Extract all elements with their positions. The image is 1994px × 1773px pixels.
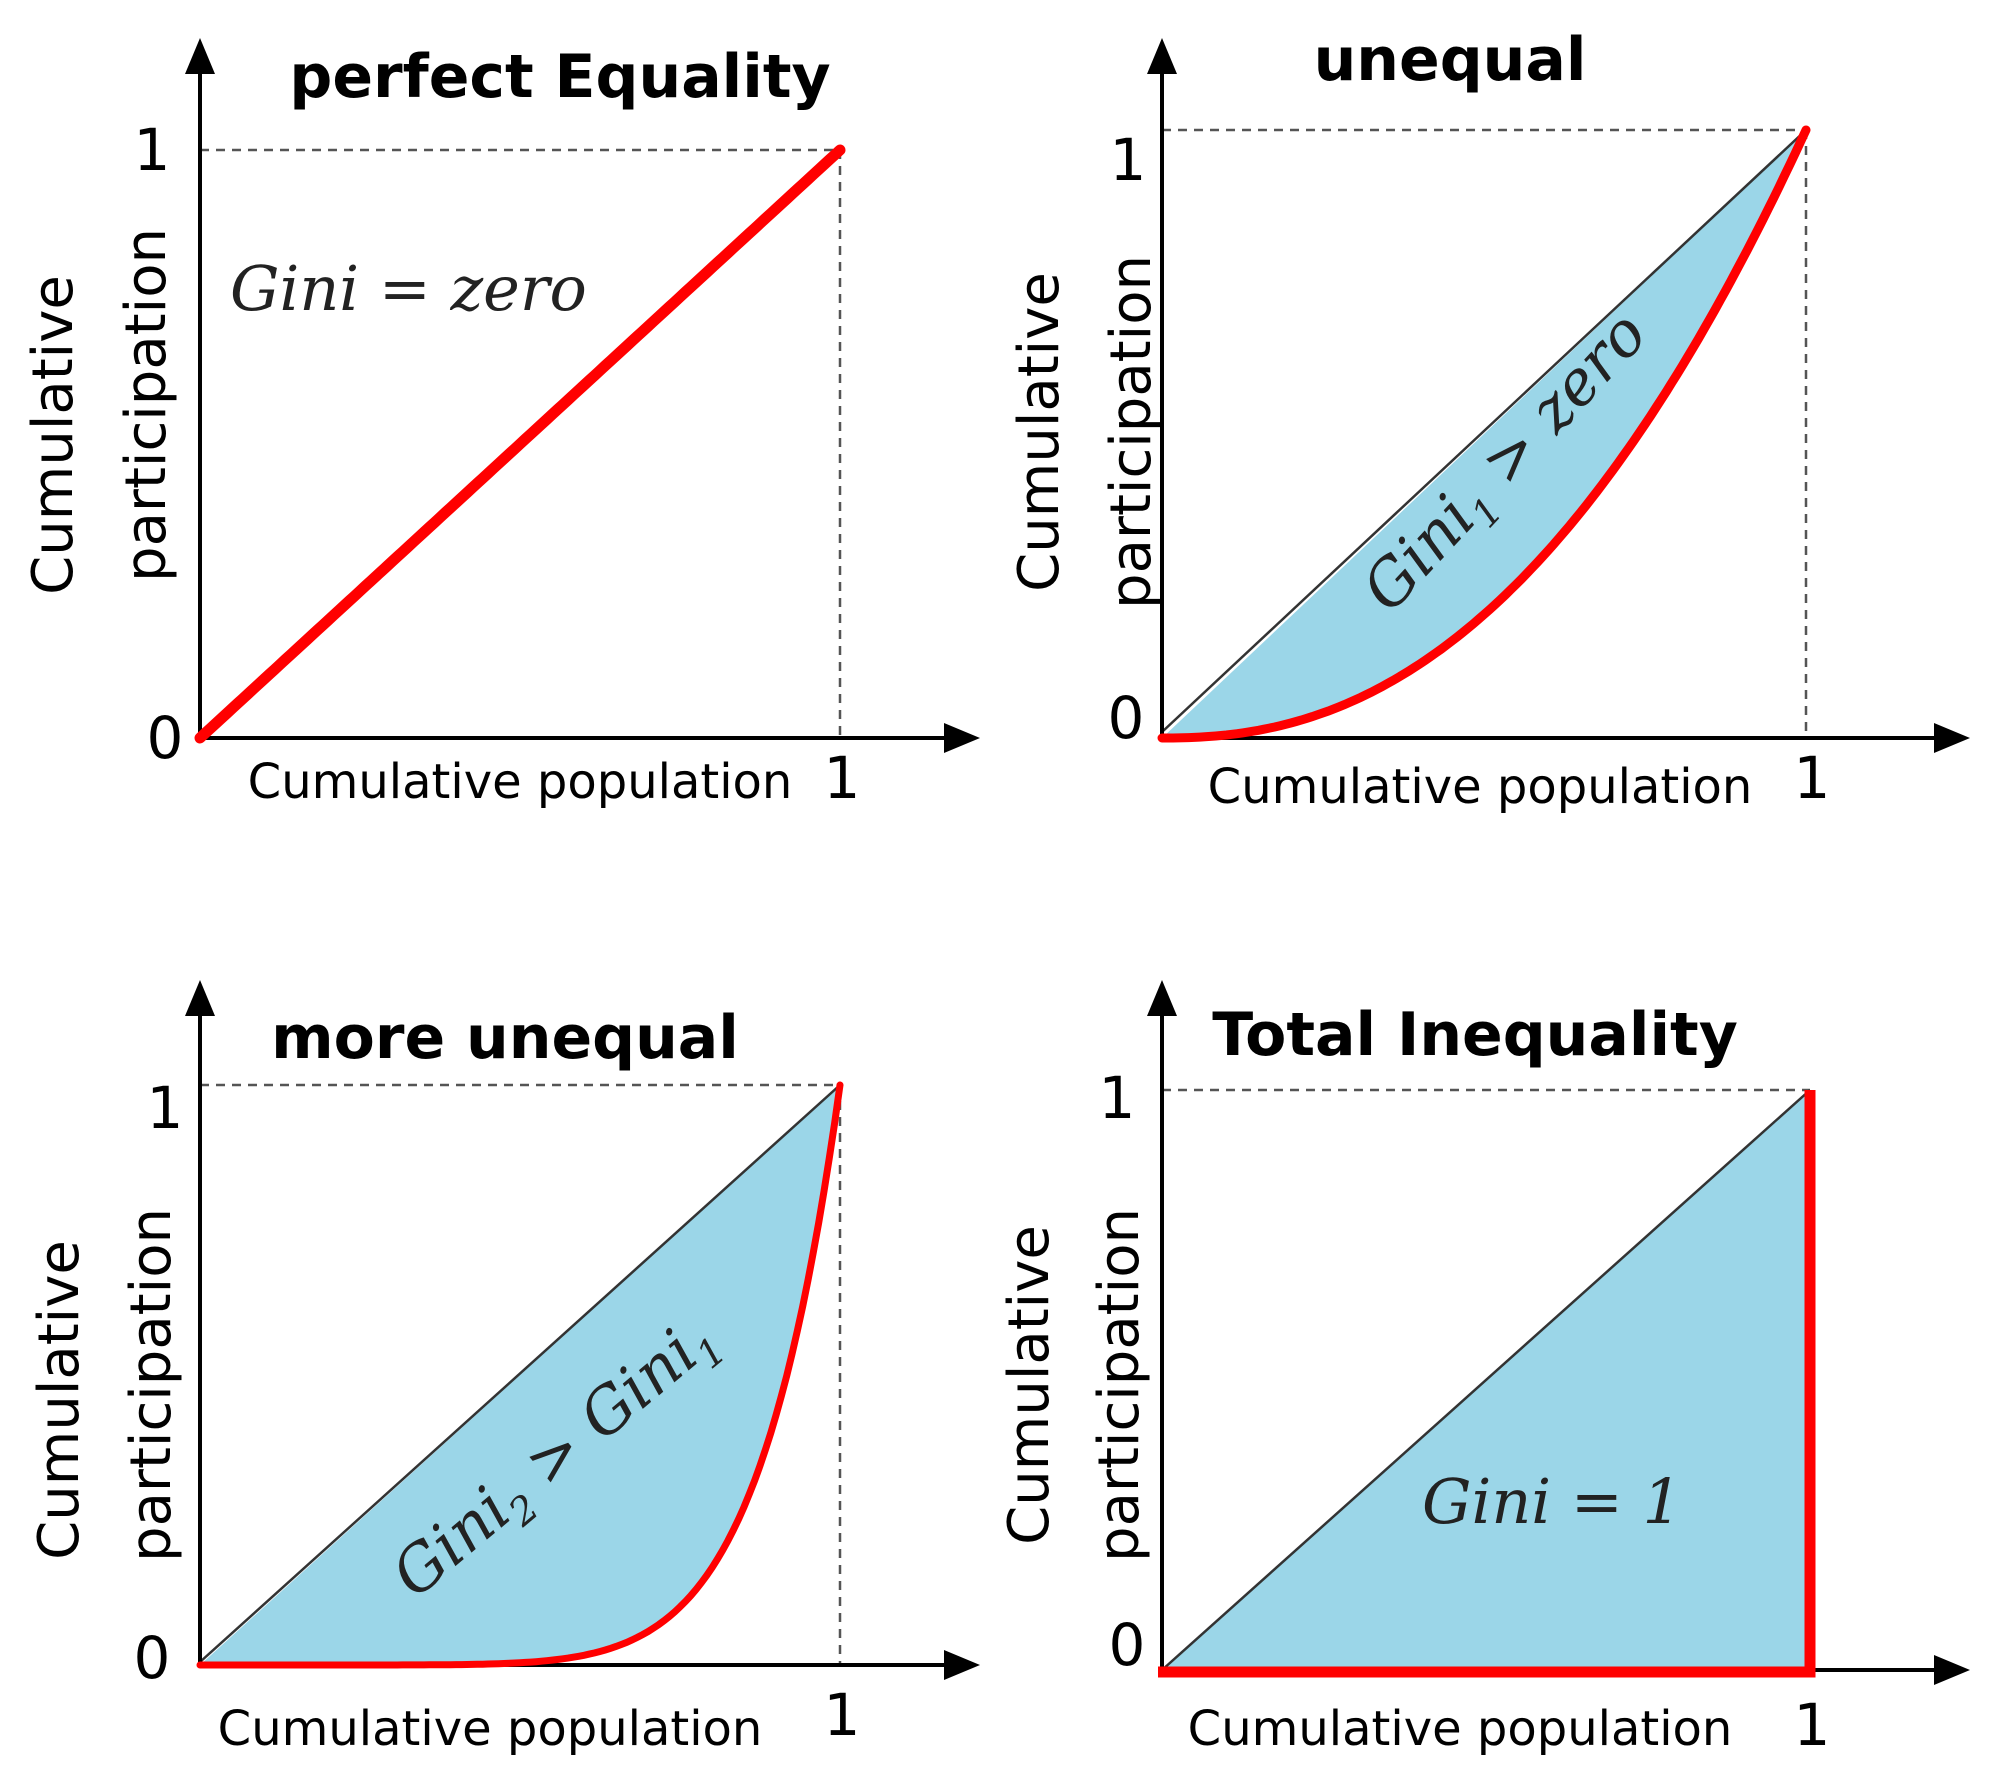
y-tick-zero: 0	[1108, 684, 1145, 752]
lorenz-curve	[1157, 125, 1811, 743]
x-axis-arrow-icon	[944, 723, 980, 753]
x-axis-arrow-icon	[1934, 1655, 1970, 1685]
y-axis-arrow-icon	[1147, 38, 1177, 74]
y-tick-one: 1	[1099, 1064, 1136, 1132]
panel-title: perfect Equality	[289, 42, 830, 112]
y-tick-zero: 0	[134, 1624, 171, 1692]
panel-more-unequal: more unequal 1 0 1 Cumulative population…	[27, 980, 980, 1757]
y-axis-label-line1: Cumulative	[21, 275, 86, 595]
y-axis-label-line2: participation	[1099, 255, 1164, 609]
x-axis-arrow-icon	[944, 1650, 980, 1680]
x-axis-label: Cumulative population	[1208, 759, 1753, 815]
y-axis-label-line1: Cumulative	[27, 1240, 92, 1560]
lorenz-curve	[194, 144, 846, 744]
y-axis-arrow-icon	[185, 38, 215, 74]
y-axis-label-line1: Cumulative	[1007, 272, 1072, 592]
x-axis-label: Cumulative population	[248, 754, 793, 810]
panel-unequal: unequal 1 0 1 Cumulative population Cumu…	[1007, 25, 1970, 815]
equality-line	[1161, 129, 1807, 733]
x-tick-one: 1	[1794, 1691, 1831, 1759]
x-tick-one: 1	[824, 1681, 861, 1749]
panel-title: Total Inequality	[1212, 1000, 1738, 1070]
y-axis-arrow-icon	[185, 980, 215, 1016]
y-tick-zero: 0	[1109, 1611, 1146, 1679]
y-axis-label-line2: participation	[114, 228, 179, 582]
y-axis-label-line2: participation	[119, 1208, 184, 1562]
gini-annotation: Gini = zero	[230, 252, 587, 325]
y-tick-zero: 0	[147, 704, 184, 772]
panel-title: unequal	[1314, 25, 1587, 95]
x-axis-label: Cumulative population	[1188, 1701, 1733, 1757]
x-tick-one: 1	[824, 744, 861, 812]
gini-annotation: Gini = 1	[1422, 1465, 1682, 1538]
equality-line	[1161, 1089, 1811, 1671]
lorenz-curve	[196, 1081, 844, 1669]
lorenz-curve	[1158, 1090, 1816, 1678]
x-axis-label: Cumulative population	[218, 1701, 763, 1757]
y-axis-label-line2: participation	[1087, 1208, 1152, 1562]
y-tick-one: 1	[147, 1074, 184, 1142]
panel-total-inequality: Total Inequality 1 0 1 Cumulative popula…	[997, 980, 1970, 1759]
x-tick-one: 1	[1794, 744, 1831, 812]
equality-line	[199, 1084, 841, 1663]
panel-title: more unequal	[271, 1003, 739, 1073]
x-axis-arrow-icon	[1934, 723, 1970, 753]
panel-perfect-equality: perfect Equality 1 0 1 Cumulative popula…	[21, 38, 980, 812]
y-tick-one: 1	[1110, 126, 1147, 194]
y-axis-arrow-icon	[1147, 980, 1177, 1016]
y-tick-one: 1	[134, 116, 171, 184]
y-axis-label-line1: Cumulative	[997, 1225, 1062, 1545]
